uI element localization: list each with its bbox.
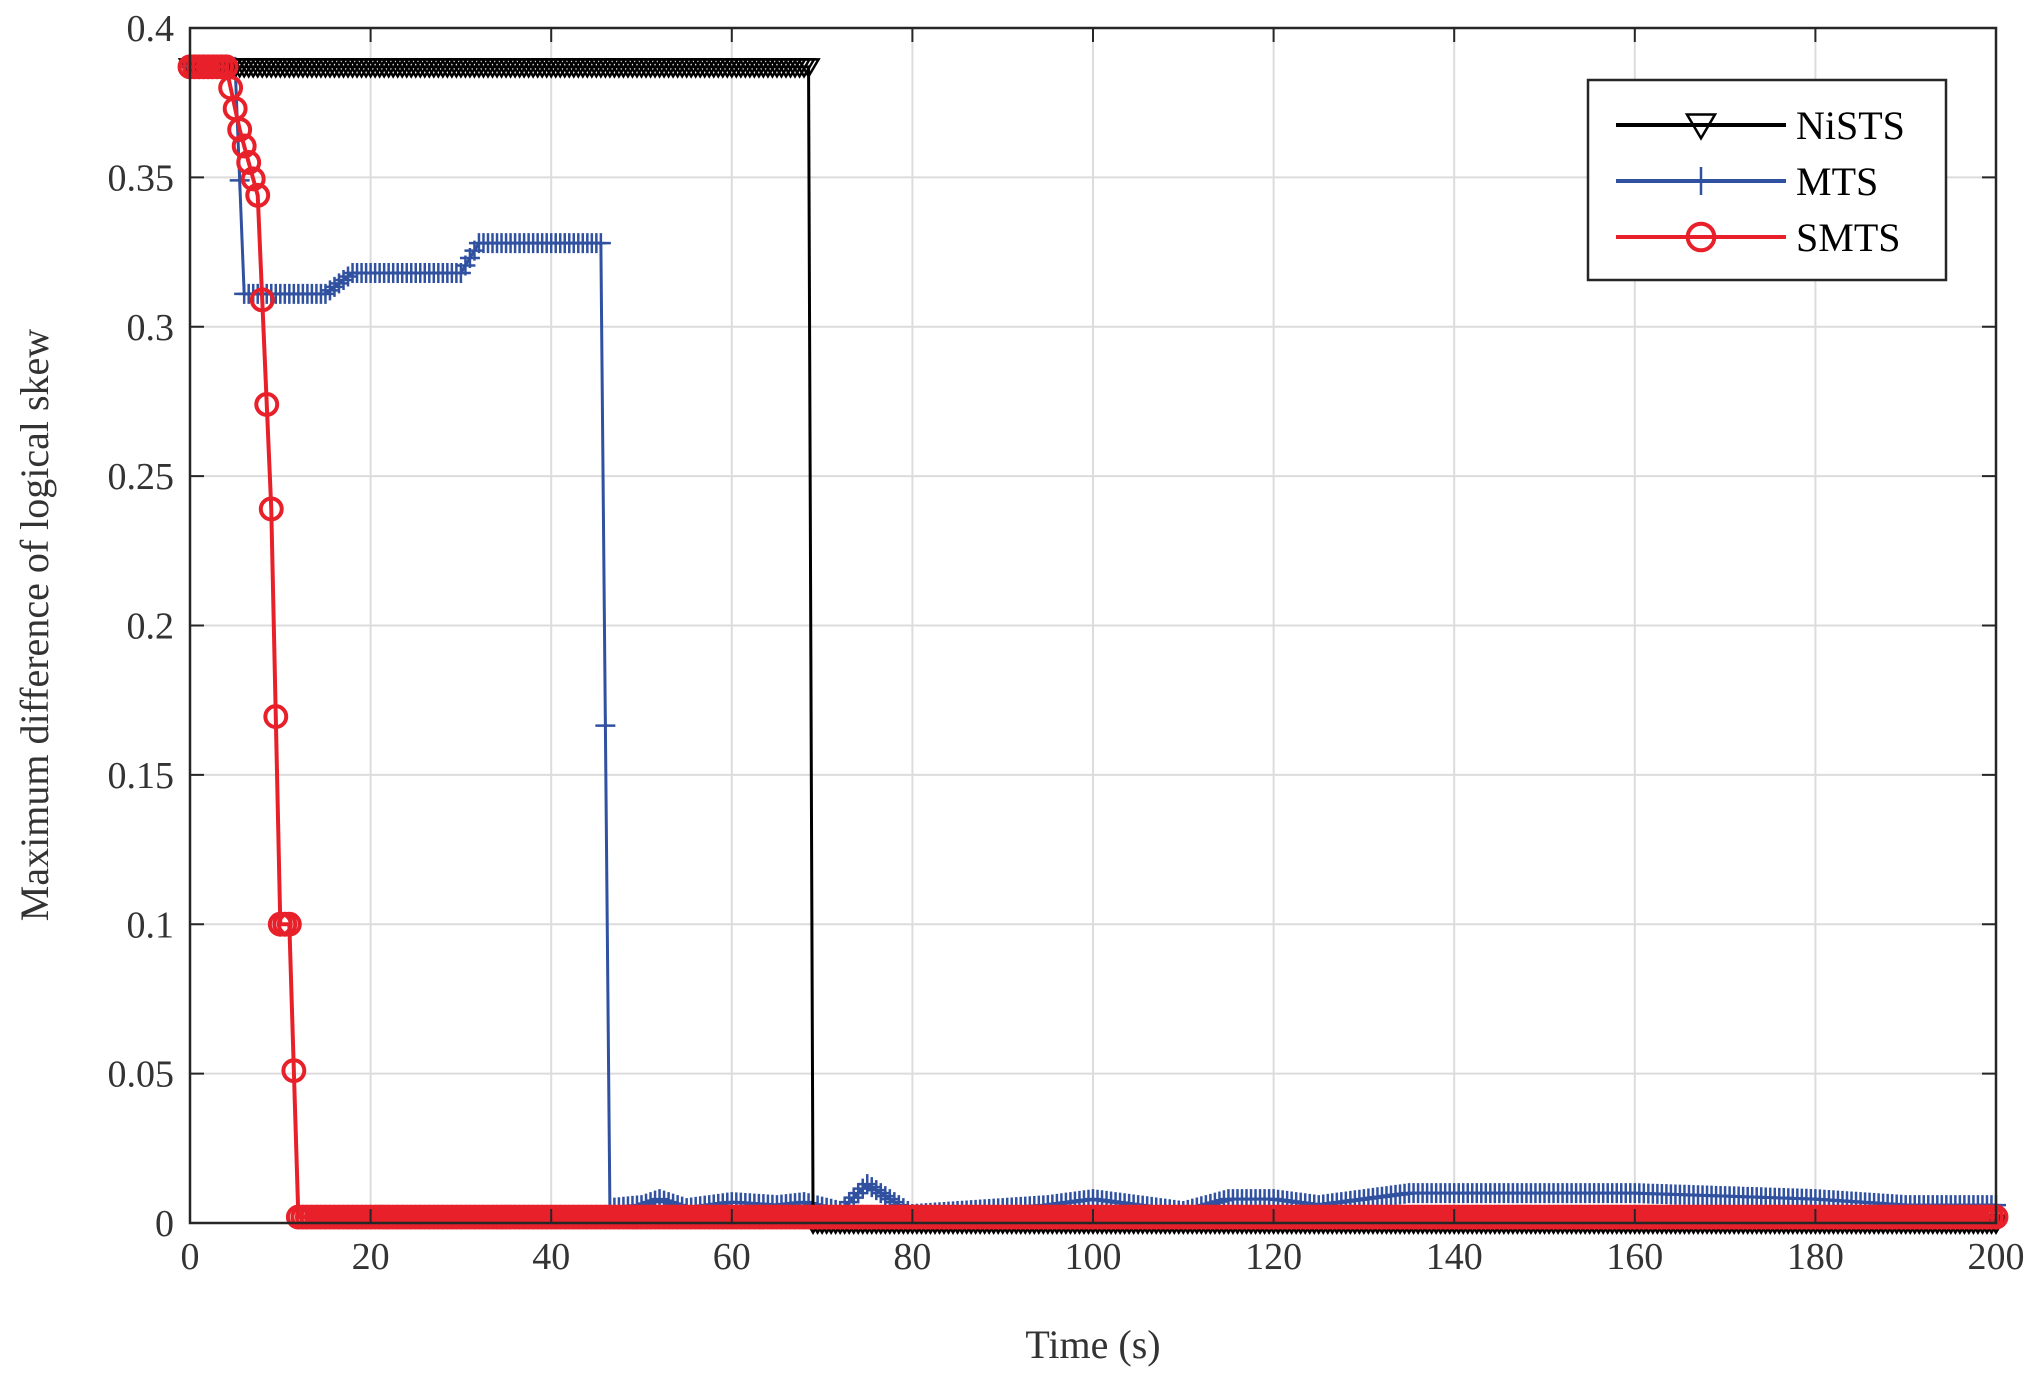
data-point-marker — [258, 496, 284, 522]
legend-label: NiSTS — [1796, 103, 1905, 148]
data-point-marker — [796, 58, 821, 79]
data-point-marker — [249, 287, 275, 313]
x-tick-label: 20 — [352, 1236, 390, 1278]
data-point-marker — [843, 1187, 864, 1208]
data-point-marker — [276, 911, 302, 937]
data-point-marker — [229, 170, 250, 191]
series-line — [190, 64, 1996, 1220]
data-point-marker — [595, 715, 616, 736]
x-tick-label: 100 — [1065, 1236, 1122, 1278]
data-point-marker — [852, 1178, 873, 1199]
y-tick-label: 0 — [155, 1203, 174, 1245]
x-tick-label: 40 — [532, 1236, 570, 1278]
y-tick-label: 0.2 — [127, 606, 175, 648]
legend-marker-icon — [1684, 113, 1718, 141]
y-tick-label: 0.05 — [108, 1054, 175, 1096]
data-point-marker — [338, 266, 359, 287]
x-tick-label: 180 — [1787, 1236, 1844, 1278]
legend-item-nists: NiSTS — [1616, 103, 1905, 148]
x-tick-label: 160 — [1606, 1236, 1663, 1278]
data-point-marker — [281, 1058, 307, 1084]
y-tick-label: 0.25 — [108, 456, 175, 498]
y-axis-title: Maximum difference of logical skew — [12, 329, 57, 922]
series-smts — [177, 54, 2009, 1230]
legend-marker-icon — [1685, 221, 1717, 253]
data-point-marker — [240, 166, 266, 192]
legend: NiSTS MTS SMTS — [1586, 78, 1948, 282]
y-tick-label: 0.35 — [108, 157, 175, 199]
legend-label: MTS — [1796, 159, 1878, 204]
x-tick-label: 200 — [1968, 1236, 2025, 1278]
x-tick-label: 140 — [1426, 1236, 1483, 1278]
x-axis-title: Time (s) — [1025, 1322, 1160, 1367]
x-tick-label: 60 — [713, 1236, 751, 1278]
legend-label: SMTS — [1796, 215, 1901, 260]
x-tick-label: 80 — [893, 1236, 931, 1278]
data-point-marker — [227, 117, 253, 143]
data-point-marker — [231, 133, 257, 159]
y-tick-label: 0.3 — [127, 307, 175, 349]
x-tick-label: 0 — [181, 1236, 200, 1278]
axis-ticks: 0 20 40 60 80 100 120 140 160 180 200 0 0.05 0.1 0.15 0… — [108, 8, 2025, 1278]
legend-marker-icon — [1687, 167, 1715, 195]
legend-item-mts: MTS — [1616, 159, 1878, 204]
legend-item-smts: SMTS — [1616, 215, 1901, 260]
y-tick-label: 0.15 — [108, 755, 175, 797]
data-point-marker — [254, 391, 280, 417]
data-point-marker — [848, 1183, 869, 1204]
y-tick-label: 0.4 — [127, 8, 175, 50]
data-point-marker — [590, 233, 611, 254]
data-point-marker — [245, 182, 271, 208]
data-point-marker — [263, 704, 289, 730]
y-tick-label: 0.1 — [127, 904, 175, 946]
x-tick-label: 120 — [1245, 1236, 1302, 1278]
data-point-marker — [236, 149, 262, 175]
